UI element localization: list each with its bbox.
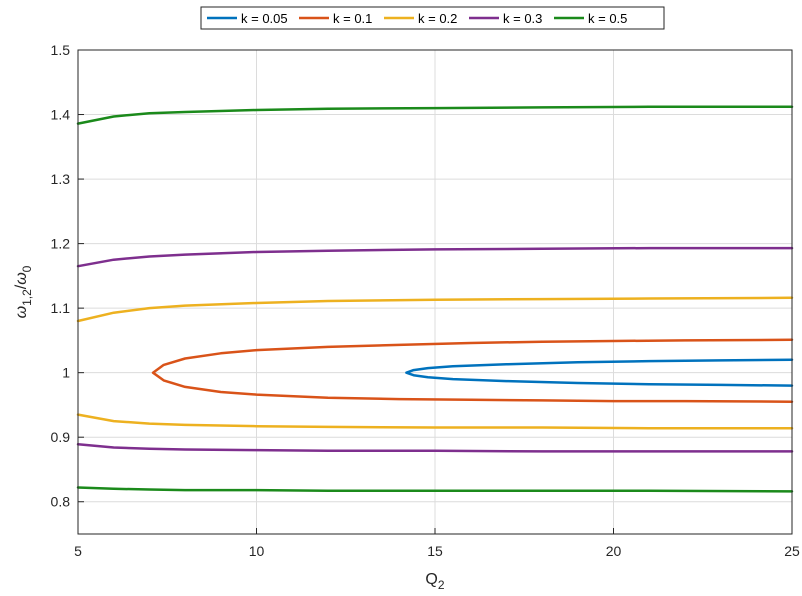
y-tick-label: 0.8 xyxy=(51,494,71,510)
y-axis-label-omega0: ω xyxy=(13,272,30,284)
y-tick-label: 1.2 xyxy=(51,236,71,252)
series-line-0 xyxy=(405,358,794,387)
x-axis-label-main: Q xyxy=(425,571,437,588)
series-line-3 xyxy=(76,246,794,453)
legend-label-1: k = 0.1 xyxy=(333,11,372,26)
y-axis-label-omega1: ω xyxy=(13,306,30,318)
legend: k = 0.05 k = 0.1 k = 0.2 k = 0.3 k = 0.5 xyxy=(200,6,665,30)
x-axis-label-sub: 2 xyxy=(438,578,445,592)
series-line-2 xyxy=(76,296,794,430)
y-tick-label: 1.1 xyxy=(51,300,71,316)
y-axis-label-slash: / xyxy=(13,284,30,289)
y-tick-label: 1.3 xyxy=(51,171,71,187)
x-tick-label: 20 xyxy=(606,543,622,559)
y-tick-label: 1 xyxy=(62,365,70,381)
series-line-1 xyxy=(151,338,794,403)
legend-label-3: k = 0.3 xyxy=(503,11,542,26)
y-tick-label: 1.4 xyxy=(51,107,71,123)
legend-box xyxy=(200,6,665,30)
y-tick-label: 0.9 xyxy=(51,429,71,445)
x-axis-label: Q2 xyxy=(425,571,444,592)
x-tick-label: 5 xyxy=(74,543,82,559)
x-tick-label: 15 xyxy=(427,543,443,559)
ticks: 5 10 15 20 25 0.8 0.9 1 1.1 1.2 1.3 1.4 1.5 xyxy=(51,42,800,559)
grid xyxy=(77,49,793,534)
legend-label-4: k = 0.5 xyxy=(588,11,627,26)
y-axis-label: ω1,2/ω0 xyxy=(13,265,34,318)
y-axis-label-sub0: 0 xyxy=(20,265,34,272)
series-layer xyxy=(76,105,794,493)
x-tick-label: 25 xyxy=(784,543,800,559)
legend-label-2: k = 0.2 xyxy=(418,11,457,26)
y-tick-label: 1.5 xyxy=(51,42,71,58)
y-axis-label-sub1: 1,2 xyxy=(20,289,34,306)
series-line-4 xyxy=(76,105,794,493)
x-tick-label: 10 xyxy=(249,543,265,559)
legend-label-0: k = 0.05 xyxy=(241,11,288,26)
